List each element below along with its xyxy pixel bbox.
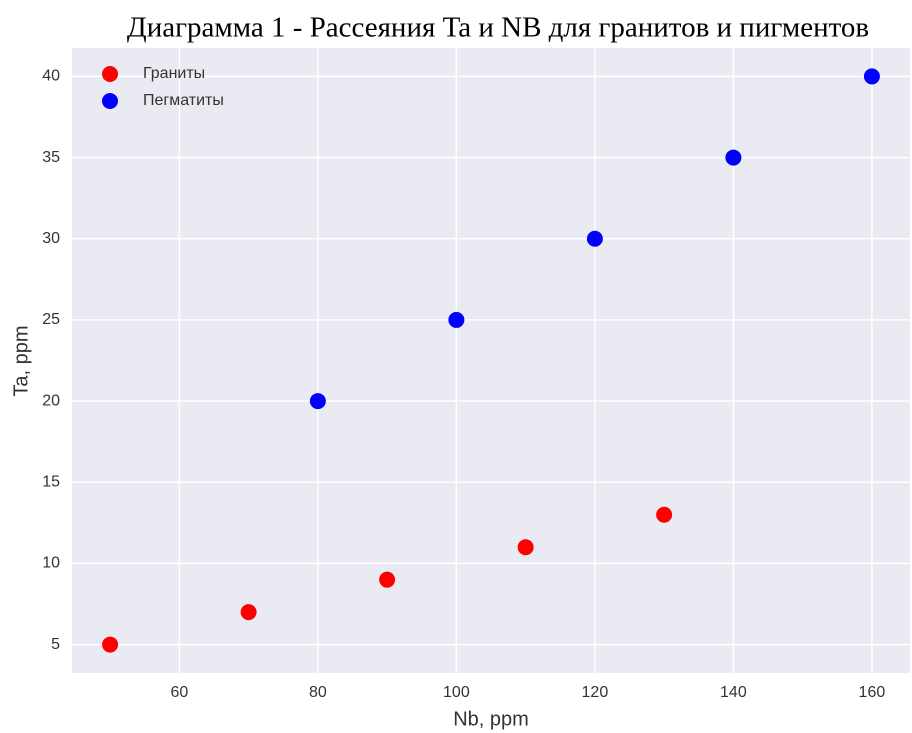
- point: [725, 149, 742, 166]
- y-tick-label: 20: [42, 392, 60, 409]
- legend-marker: [102, 93, 118, 109]
- x-tick-label: 80: [309, 684, 327, 701]
- y-tick-label: 10: [42, 555, 60, 572]
- legend-marker: [102, 66, 118, 82]
- y-tick-label: 35: [42, 149, 60, 166]
- x-tick-label: 60: [170, 684, 188, 701]
- point: [448, 311, 465, 328]
- x-tick-label: 140: [720, 684, 747, 701]
- point: [240, 604, 257, 621]
- point: [517, 539, 534, 556]
- legend-text: Граниты: [143, 65, 205, 82]
- y-tick-label: 40: [42, 68, 60, 85]
- point: [863, 68, 880, 85]
- y-axis-label: Ta, ppm: [10, 325, 32, 396]
- point: [309, 393, 326, 410]
- point: [102, 636, 119, 653]
- y-tick-label: 30: [42, 230, 60, 247]
- x-tick-label: 160: [859, 684, 886, 701]
- x-tick-label: 120: [582, 684, 609, 701]
- y-tick-label: 25: [42, 311, 60, 328]
- legend-text: Пегматиты: [143, 92, 224, 109]
- y-tick-label: 5: [51, 636, 60, 653]
- x-tick-label: 100: [443, 684, 470, 701]
- y-tick-label: 15: [42, 473, 60, 490]
- point: [379, 571, 396, 588]
- x-axis-label: Nb, ppm: [453, 708, 529, 730]
- point: [656, 506, 673, 523]
- chart-title: Диаграмма 1 - Рассеяния Ta и NB для гран…: [127, 12, 869, 44]
- plot-area: [72, 48, 910, 673]
- point: [586, 230, 603, 247]
